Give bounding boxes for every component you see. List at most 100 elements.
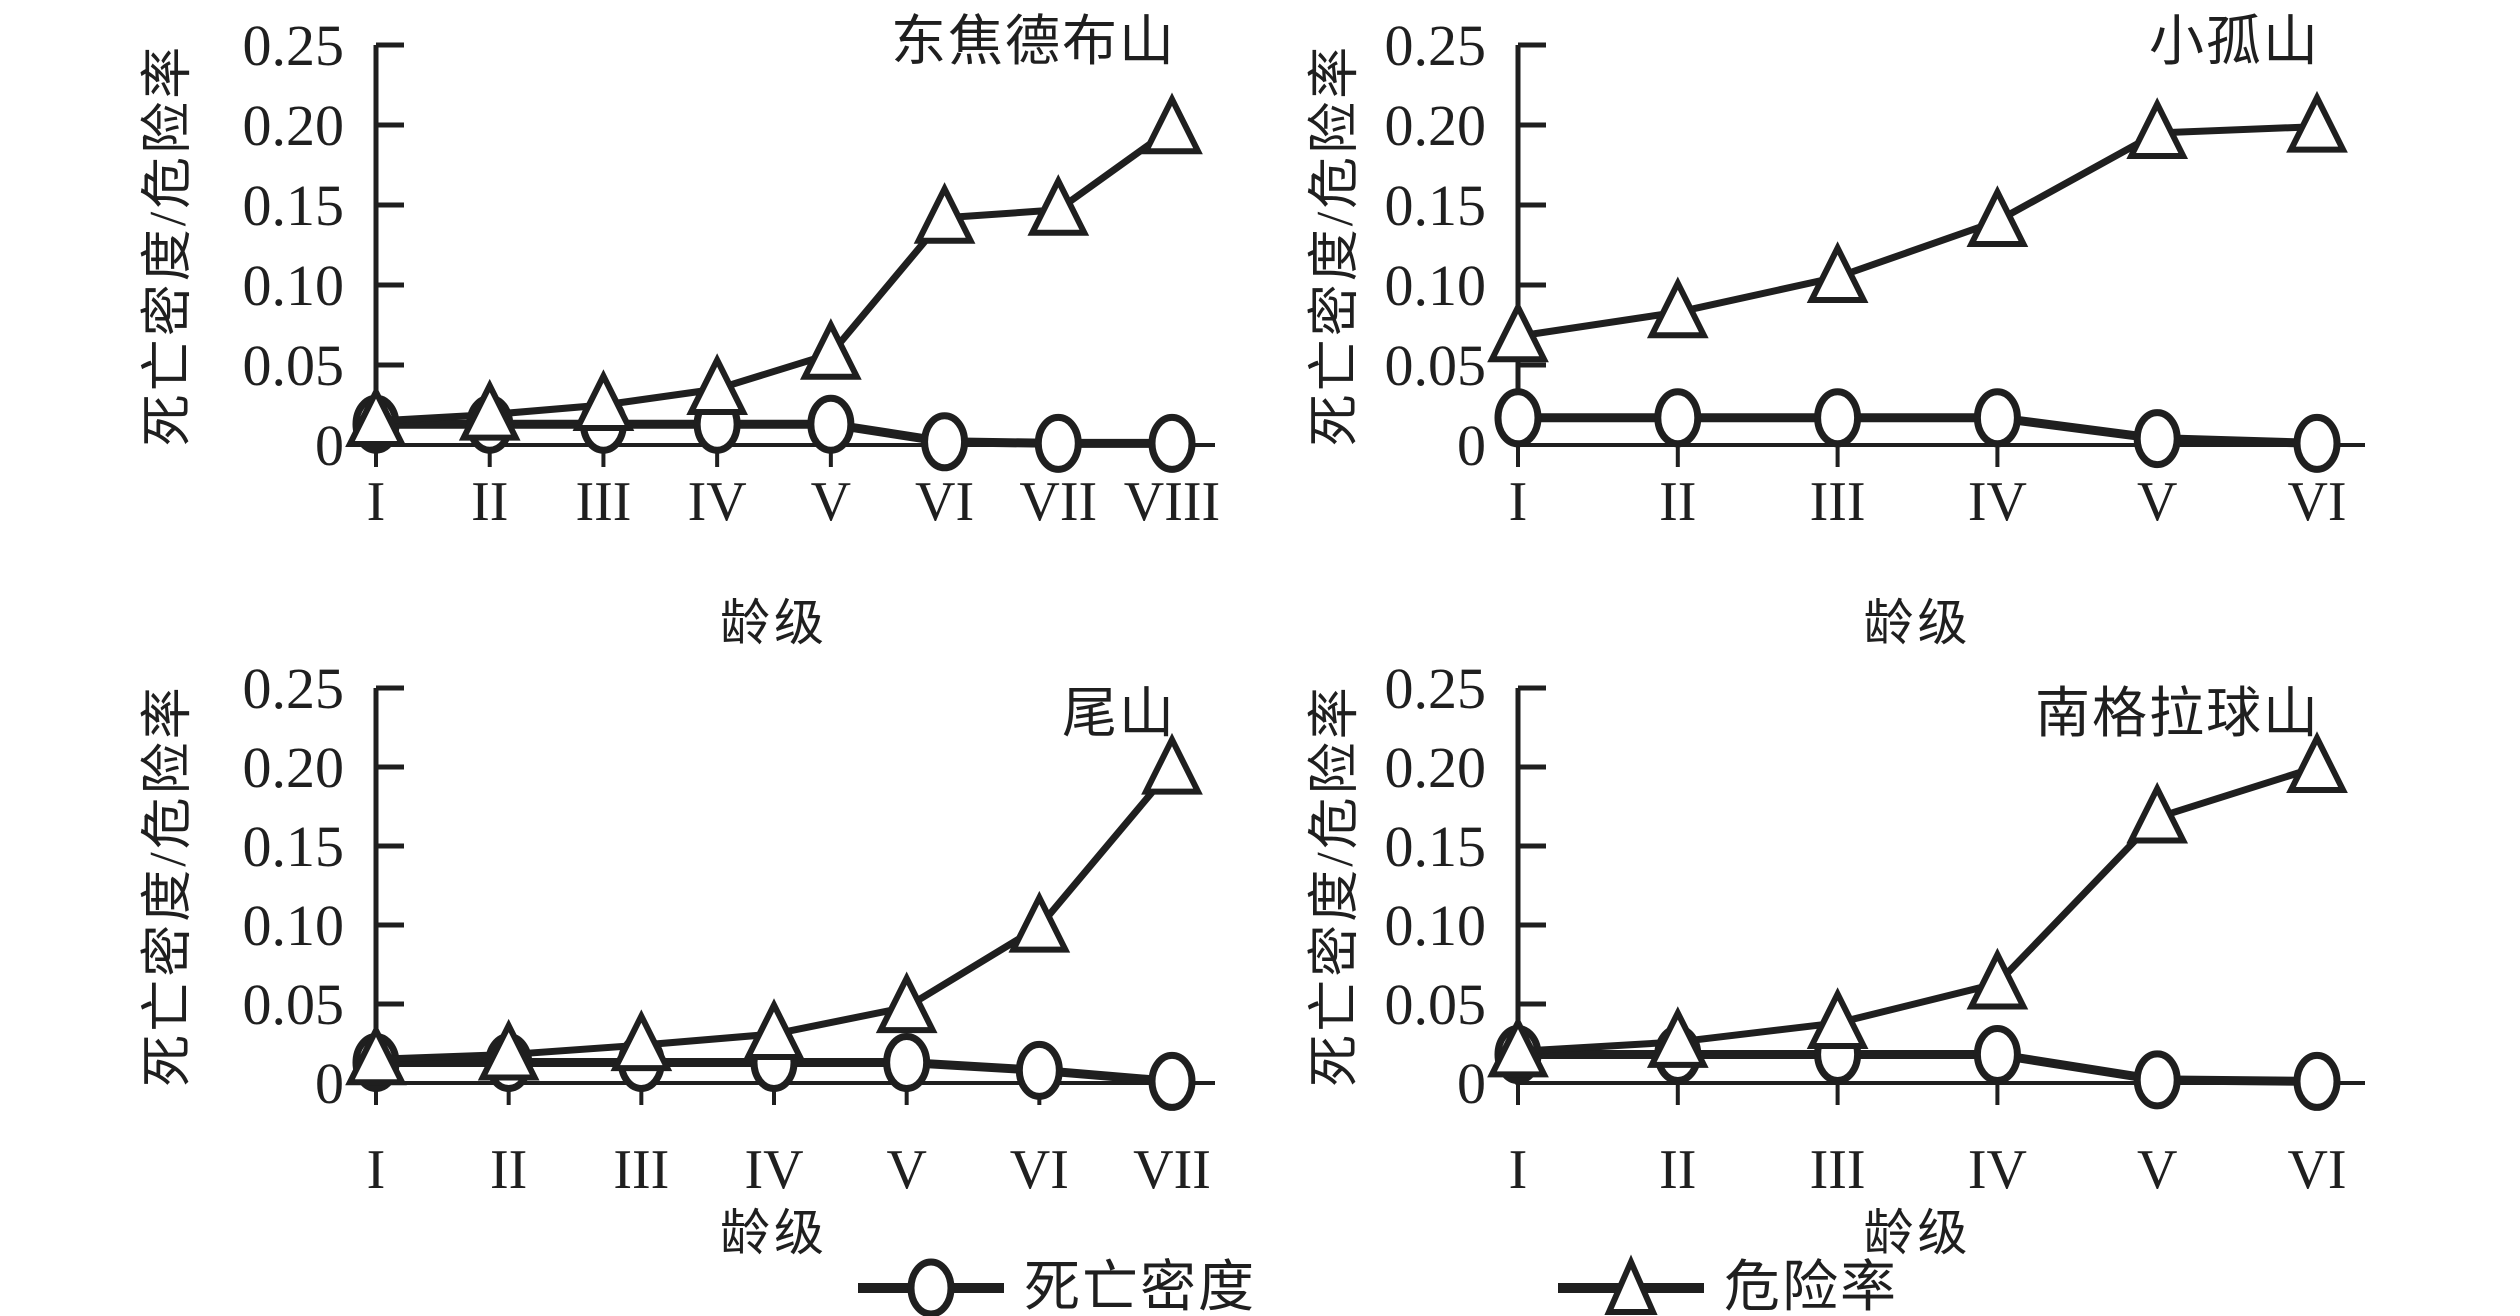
triangle-marker bbox=[743, 998, 805, 1061]
circle-marker bbox=[807, 394, 855, 454]
chart-weishan-svg: 00.050.100.150.200.25I II III IV V VI VII尾山龄级死… bbox=[140, 658, 1215, 1260]
legend: 死亡密度 危险率 bbox=[0, 1254, 2520, 1316]
x-tick-label: VI bbox=[2287, 1139, 2346, 1201]
triangle-marker bbox=[875, 971, 938, 1034]
legend-item-mortality-density: 死亡密度 bbox=[856, 1258, 1256, 1316]
legend-label-hazard-rate: 危险率 bbox=[1724, 1257, 1898, 1316]
x-tick-labels: I II III IV V VI VII VIII bbox=[367, 471, 1221, 533]
y-tick-label: 0.20 bbox=[1385, 735, 1487, 800]
x-axis-label: 龄级 bbox=[720, 595, 828, 651]
x-tick-label: VII bbox=[1133, 1139, 1211, 1201]
triangle-marker bbox=[1806, 241, 1869, 303]
y-tick-label: 0.15 bbox=[1385, 814, 1487, 879]
x-tick-label: IV bbox=[1968, 471, 2027, 533]
triangle-marker bbox=[1008, 890, 1071, 953]
x-tick-labels: I II III IV V VI bbox=[1509, 1139, 2347, 1201]
circle-marker bbox=[1034, 413, 1082, 473]
x-tick-label: VII bbox=[1019, 471, 1097, 533]
triangle-marker bbox=[572, 369, 635, 431]
y-tick-label: 0 bbox=[315, 1051, 344, 1116]
chart-nangelaqiushan-svg: 00.050.100.150.200.25I II III IV V VI南格拉球山龄级死… bbox=[1307, 658, 2365, 1260]
series-line bbox=[1518, 1050, 2318, 1086]
triangle-marker bbox=[345, 1023, 407, 1086]
y-tick-label: 0.15 bbox=[1385, 173, 1487, 238]
chart-title: 尾山 bbox=[1062, 683, 1176, 744]
triangle-marker bbox=[345, 385, 407, 447]
triangle-marker bbox=[1966, 185, 2029, 247]
y-tick-label: 0.25 bbox=[243, 658, 345, 721]
circle-marker bbox=[1973, 388, 2021, 448]
triangle-marker bbox=[610, 1009, 673, 1072]
series-hazard-rate bbox=[1487, 90, 2348, 363]
x-tick-label: IV bbox=[1968, 1139, 2027, 1201]
triangle-marker bbox=[1646, 276, 1709, 339]
circle-marker bbox=[921, 412, 969, 472]
circle-marker bbox=[1148, 1051, 1196, 1111]
triangle-marker bbox=[913, 182, 976, 244]
y-tick-label: 0.20 bbox=[243, 93, 345, 158]
y-tick-label: 0.05 bbox=[243, 333, 345, 398]
legend-label-mortality-density: 死亡密度 bbox=[1024, 1257, 1256, 1316]
y-tick-label: 0.20 bbox=[1385, 93, 1487, 158]
x-tick-label: IV bbox=[688, 471, 747, 533]
triangle-marker bbox=[1646, 1006, 1709, 1068]
circle-marker bbox=[1973, 1025, 2021, 1085]
y-tick-label: 0.10 bbox=[243, 253, 345, 318]
x-tick-label: IV bbox=[744, 1139, 803, 1201]
y-tick-label: 0.25 bbox=[243, 13, 345, 78]
x-tick-label: III bbox=[575, 471, 631, 533]
x-tick-label: II bbox=[1659, 1139, 1696, 1201]
circle-marker bbox=[1654, 388, 1702, 448]
chart-title: 小孤山 bbox=[2149, 11, 2320, 72]
chart-xiaogushan: 0 0.05 0.10 0.15 0.20 0.25 I II III IV V VI 小孤山 龄级 死亡密… bbox=[1260, 0, 2520, 658]
x-tick-label: VIII bbox=[1124, 471, 1220, 533]
y-tick-label: 0.15 bbox=[243, 814, 345, 879]
y-axis-label: 死亡密度/危险率 bbox=[140, 44, 197, 446]
triangle-marker bbox=[800, 318, 862, 380]
y-tick-label: 0.20 bbox=[243, 735, 345, 800]
circle-marker bbox=[2133, 1050, 2181, 1110]
triangle-marker bbox=[2286, 90, 2348, 153]
series-mortality-density bbox=[1494, 1025, 2341, 1111]
chart-nangelaqiushan: 0 0.05 0.10 0.15 0.20 0.25 I II III IV V VI 南格拉球山 龄级死… bbox=[1260, 658, 2520, 1260]
y-tick-labels: 0 0.05 0.10 0.15 0.20 0.25 bbox=[1385, 658, 1487, 1116]
y-tick-label: 0.10 bbox=[243, 893, 345, 958]
axes bbox=[1515, 42, 2365, 467]
series-line bbox=[375, 125, 1175, 425]
y-tick-label: 0.05 bbox=[1385, 333, 1487, 398]
triangle-marker bbox=[1141, 732, 1203, 795]
x-tick-label: I bbox=[1509, 471, 1528, 533]
x-tick-label: VI bbox=[1010, 1139, 1069, 1201]
y-tick-label: 0.15 bbox=[243, 173, 345, 238]
circle-marker bbox=[1148, 413, 1196, 473]
x-tick-label: I bbox=[367, 471, 386, 533]
triangle-marker bbox=[2286, 731, 2348, 793]
y-tick-label: 0.05 bbox=[243, 972, 345, 1037]
triangle-marker bbox=[1141, 92, 1203, 155]
triangle-marker bbox=[1487, 300, 1549, 363]
x-tick-labels: I II III IV V VI VII bbox=[367, 1139, 1211, 1201]
y-tick-labels: 0 0.05 0.10 0.15 0.20 0.25 bbox=[1385, 13, 1487, 478]
x-tick-labels: I II III IV V VI bbox=[1509, 471, 2347, 533]
y-tick-labels: 0 0.05 0.10 0.15 0.20 0.25 bbox=[243, 13, 345, 478]
x-tick-label: II bbox=[1659, 471, 1696, 533]
x-tick-label: III bbox=[1810, 1139, 1866, 1201]
x-tick-label: I bbox=[367, 1139, 386, 1201]
chart-dongjiaodebushan-svg: 00.050.100.150.200.25I II III IV V VI VII VIII东… bbox=[140, 11, 1221, 651]
chart-title: 东焦德布山 bbox=[891, 11, 1176, 72]
y-axis-label: 死亡密度/危险率 bbox=[1307, 44, 1364, 446]
x-tick-label: II bbox=[471, 471, 508, 533]
y-tick-label: 0.10 bbox=[1385, 253, 1487, 318]
triangle-marker bbox=[458, 378, 521, 441]
series-mortality-density bbox=[1494, 388, 2341, 473]
triangle-marker bbox=[1966, 947, 2029, 1010]
x-tick-label: V bbox=[2137, 471, 2177, 533]
series-line bbox=[1518, 413, 2318, 448]
circle-marker bbox=[2293, 1051, 2341, 1111]
circle-marker bbox=[1015, 1040, 1063, 1100]
chart-title: 南格拉球山 bbox=[2035, 683, 2320, 744]
y-axis-label: 死亡密度/危险率 bbox=[140, 684, 197, 1086]
x-tick-label: V bbox=[811, 471, 851, 533]
y-tick-labels: 0 0.05 0.10 0.15 0.20 0.25 bbox=[243, 658, 345, 1116]
triangle-marker bbox=[2126, 97, 2189, 159]
